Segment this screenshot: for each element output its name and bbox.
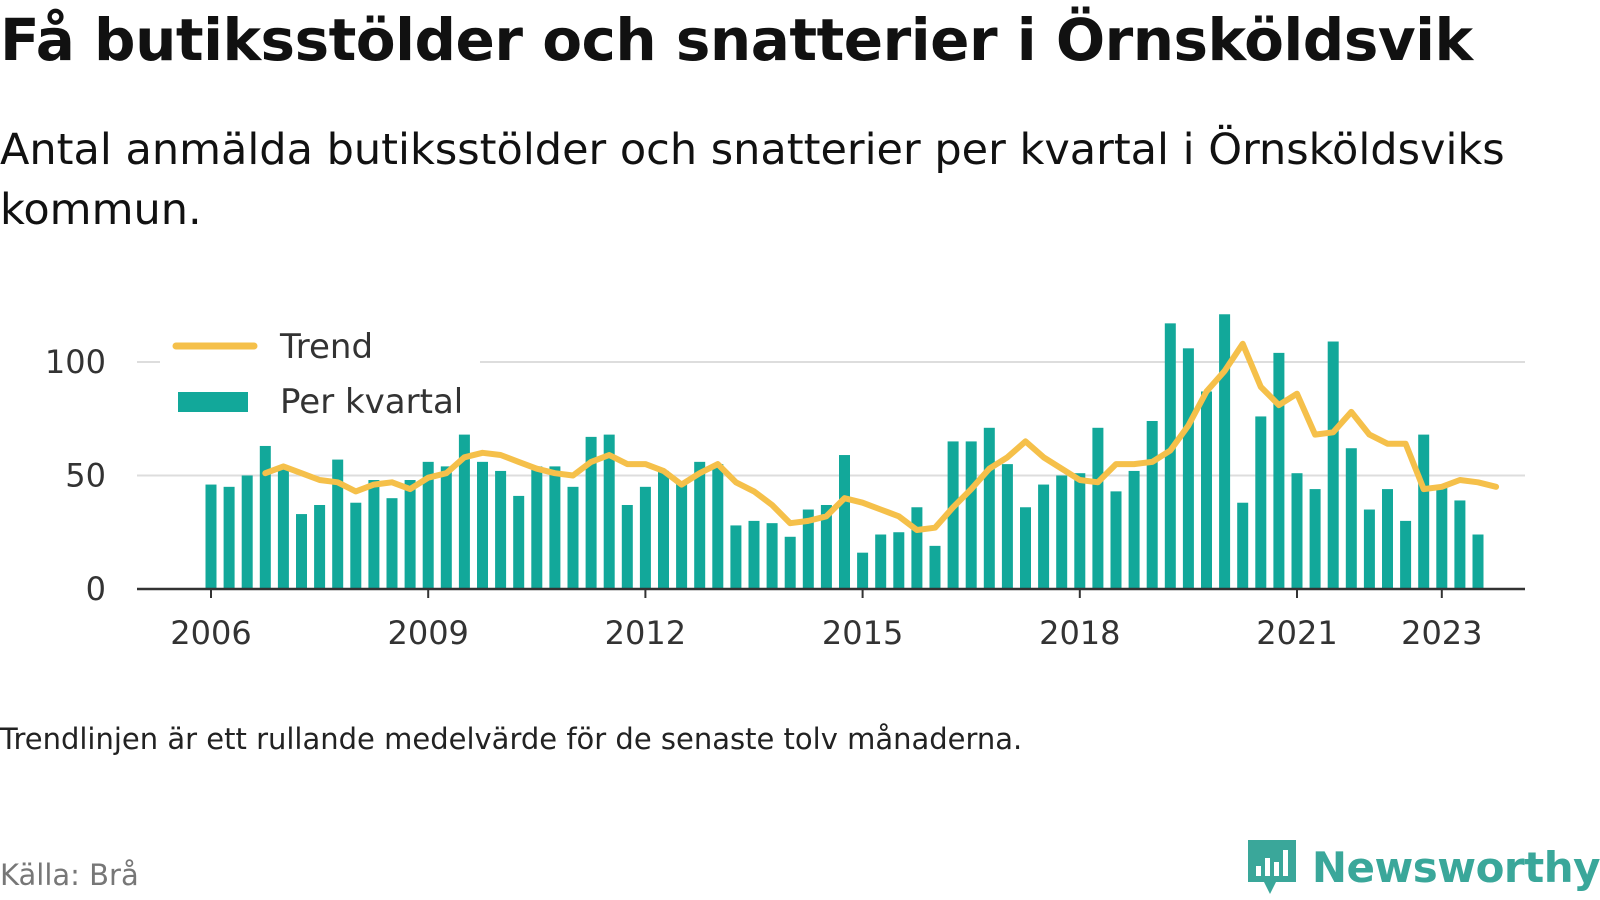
- bar: [1056, 475, 1068, 589]
- bar: [495, 470, 507, 589]
- bar: [676, 482, 688, 589]
- bar: [1382, 489, 1393, 589]
- bar: [1201, 391, 1212, 589]
- bar: [1400, 520, 1412, 589]
- footnote: Trendlinjen är ett rullande medelvärde f…: [0, 722, 1023, 756]
- legend: Trend Per kvartal: [160, 322, 480, 432]
- bar: [1038, 484, 1050, 589]
- bar: [694, 461, 706, 589]
- x-tick-label: 2012: [605, 614, 686, 652]
- bar-series: [205, 314, 1484, 589]
- bar: [205, 484, 217, 589]
- bar: [839, 455, 850, 589]
- chart-subtitle: Antal anmälda butiksstölder och snatteri…: [0, 125, 1505, 235]
- bar: [748, 520, 760, 589]
- y-tick-label: 0: [86, 570, 106, 608]
- bar: [1363, 509, 1375, 589]
- bar: [911, 507, 923, 589]
- bar: [1001, 464, 1013, 589]
- bar: [1092, 427, 1104, 589]
- bar: [1472, 534, 1484, 589]
- bar: [983, 427, 995, 589]
- x-tick-label: 2018: [1039, 614, 1120, 652]
- bar: [549, 466, 561, 589]
- bar: [350, 502, 362, 589]
- bar: [386, 498, 398, 589]
- bar: [513, 495, 525, 589]
- bar: [1110, 491, 1122, 589]
- axes: 0 50 100 2006 2009 2012 2015 2018 2021 2023: [45, 343, 1525, 652]
- bar: [1237, 502, 1249, 589]
- bar: [585, 436, 597, 589]
- bar: [1020, 507, 1031, 589]
- bar: [820, 504, 832, 589]
- bar: [567, 486, 579, 589]
- bar: [1309, 489, 1321, 589]
- source-credit: Källa: Brå: [0, 858, 139, 892]
- bar: [802, 509, 814, 589]
- bar: [1327, 341, 1339, 589]
- trend-series: [262, 340, 1500, 533]
- bar: [1273, 352, 1285, 589]
- bar: [1454, 500, 1466, 589]
- bar: [658, 470, 669, 589]
- x-tick-label: 2023: [1401, 614, 1482, 652]
- x-tick-label: 2006: [170, 614, 251, 652]
- bar: [1074, 473, 1086, 589]
- bar: [1219, 314, 1231, 589]
- bar: [929, 545, 941, 589]
- brand-name: Newsworthy: [1311, 842, 1600, 892]
- bar: [368, 480, 380, 589]
- bar: [875, 534, 887, 589]
- legend-label-bars: Per kvartal: [280, 382, 463, 422]
- y-tick-label: 50: [65, 456, 106, 494]
- x-tick-label: 2015: [822, 614, 903, 652]
- bar: [458, 434, 470, 589]
- bar: [893, 532, 905, 589]
- legend-label-trend: Trend: [279, 327, 373, 367]
- bar: [766, 523, 778, 589]
- bar: [422, 461, 434, 589]
- legend-background: [160, 322, 480, 432]
- bar: [947, 441, 959, 589]
- bar: [639, 486, 651, 589]
- bar: [404, 480, 416, 589]
- bar: [965, 441, 977, 589]
- chart: 0 50 100 2006 2009 2012 2015 2018 2021 2023 Trend…: [45, 314, 1525, 652]
- bar: [857, 552, 869, 589]
- bar: [1418, 434, 1430, 589]
- brand-logo: Newsworthy: [1246, 838, 1600, 896]
- trend-line: [262, 340, 1500, 533]
- bar: [1436, 484, 1448, 589]
- bar: [1164, 323, 1176, 589]
- bar: [477, 461, 488, 589]
- bar: [531, 466, 543, 589]
- bar: [1291, 473, 1303, 589]
- bar: [621, 504, 633, 589]
- bar: [603, 434, 615, 589]
- bar: [1345, 448, 1357, 589]
- chart-title: Få butiksstölder och snatterier i Örnskö…: [0, 6, 1473, 74]
- x-tick-label: 2021: [1256, 614, 1337, 652]
- y-tick-label: 100: [45, 343, 106, 381]
- bar: [277, 466, 289, 589]
- bar: [241, 475, 253, 589]
- bar: [1146, 420, 1158, 589]
- bar: [259, 445, 271, 589]
- bar: [314, 504, 326, 589]
- bar: [1255, 416, 1267, 589]
- bar: [784, 536, 796, 589]
- x-tick-label: 2009: [387, 614, 468, 652]
- bar: [440, 466, 452, 589]
- bar: [223, 486, 235, 589]
- bar: [1182, 348, 1194, 589]
- bar: [730, 525, 742, 589]
- bar: [1128, 470, 1140, 589]
- bar: [296, 514, 307, 589]
- bar: [332, 459, 344, 589]
- newsworthy-logo-icon: [1247, 840, 1296, 894]
- bar: [712, 464, 724, 589]
- legend-bar-swatch: [178, 392, 248, 412]
